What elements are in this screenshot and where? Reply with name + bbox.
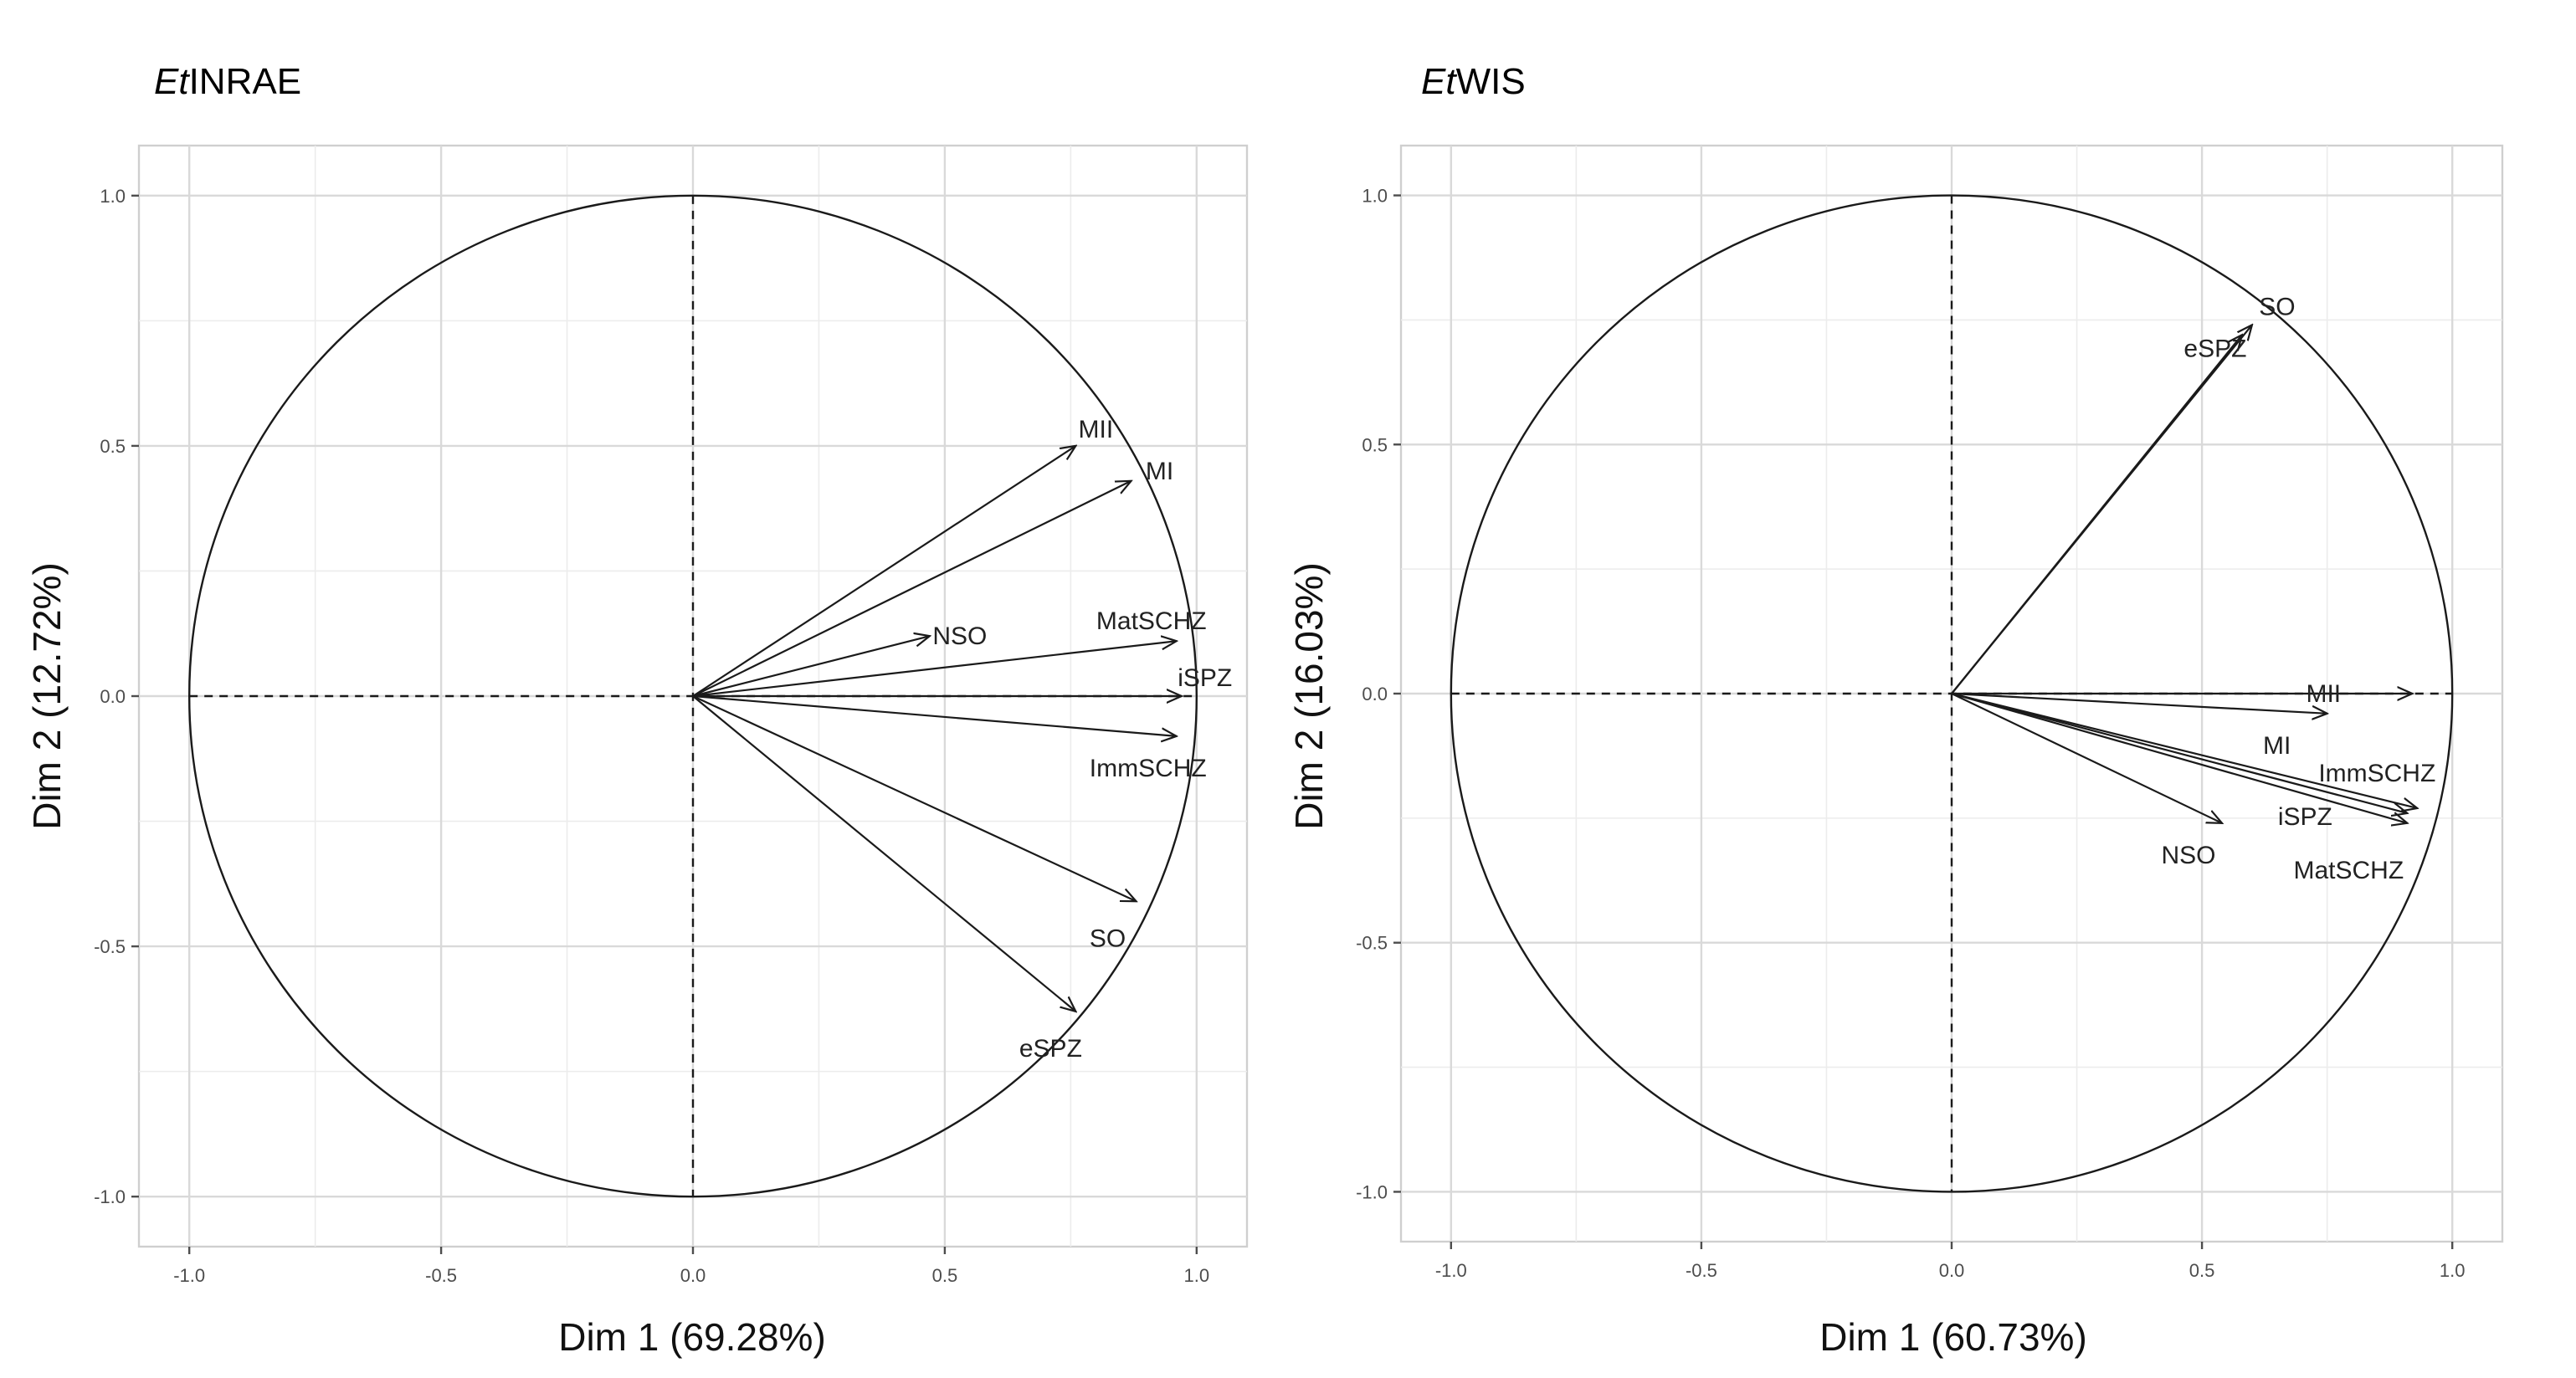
variable-arrow-nso bbox=[1951, 693, 2222, 823]
panel-title: EtINRAE bbox=[154, 61, 301, 102]
y-axis-title: Dim 2 (12.72%) bbox=[25, 562, 69, 830]
x-tick-label: 0.0 bbox=[1939, 1260, 1965, 1281]
variable-label-ispz: iSPZ bbox=[1178, 664, 1232, 692]
x-tick-label: -1.0 bbox=[173, 1265, 205, 1286]
variable-label-ispz: iSPZ bbox=[2278, 803, 2332, 831]
y-tick-label: -0.5 bbox=[1356, 933, 1388, 954]
variable-arrow-immschz bbox=[692, 694, 1177, 736]
variable-label-espz: eSPZ bbox=[1019, 1035, 1082, 1063]
y-tick-label: -1.0 bbox=[1356, 1181, 1388, 1202]
variable-label-mi: MI bbox=[2263, 732, 2291, 760]
variable-label-nso: NSO bbox=[2162, 842, 2216, 869]
variable-arrow-mi bbox=[1951, 692, 2327, 714]
variable-label-mii: MII bbox=[1079, 416, 1114, 443]
x-tick-label: 1.0 bbox=[1184, 1265, 1210, 1286]
x-axis-title: Dim 1 (60.73%) bbox=[1819, 1315, 2087, 1359]
variables-plot-etinrae: -1.0 -0.5 0.0 0.5 1.0 -1.0 -0.5 0.0 0.5 1.0 MII MI N… bbox=[25, 61, 1249, 1359]
y-tick-label: 1.0 bbox=[100, 186, 126, 207]
variable-label-matschz: MatSCHZ bbox=[2294, 857, 2404, 884]
variable-arrow-mi bbox=[692, 481, 1131, 697]
variable-arrow-matschz bbox=[1951, 692, 2407, 823]
variable-label-nso: NSO bbox=[932, 622, 987, 650]
variable-label-immschz: ImmSCHZ bbox=[1090, 755, 1207, 782]
panel-title: EtWIS bbox=[1421, 61, 1526, 102]
x-tick-label: 0.5 bbox=[2189, 1260, 2215, 1281]
x-tick-label: -0.5 bbox=[425, 1265, 457, 1286]
variable-label-so: SO bbox=[1090, 925, 1126, 952]
variable-arrow-espz bbox=[692, 695, 1075, 1012]
variables-plot-etwis: -1.0 -0.5 0.0 0.5 1.0 -1.0 -0.5 0.0 0.5 1.0 SO eSPZ… bbox=[1287, 61, 2504, 1359]
variable-arrow-mii bbox=[692, 446, 1075, 697]
variable-label-mi: MI bbox=[1146, 458, 1173, 485]
y-tick-label: 0.5 bbox=[100, 436, 126, 457]
variable-arrow-matschz bbox=[692, 641, 1177, 698]
y-axis-title: Dim 2 (16.03%) bbox=[1287, 562, 1331, 830]
y-tick-label: 0.0 bbox=[100, 686, 126, 707]
x-axis-title: Dim 1 (69.28%) bbox=[558, 1315, 826, 1359]
y-tick-label: -1.0 bbox=[94, 1186, 126, 1207]
y-tick-label: 0.5 bbox=[1362, 434, 1388, 455]
variable-label-espz: eSPZ bbox=[2183, 335, 2246, 362]
variable-label-matschz: MatSCHZ bbox=[1096, 607, 1207, 635]
x-tick-label: -0.5 bbox=[1686, 1260, 1717, 1281]
y-tick-label: 1.0 bbox=[1362, 186, 1388, 207]
variable-arrow-so bbox=[692, 695, 1137, 901]
x-tick-label: -1.0 bbox=[1435, 1260, 1467, 1281]
variable-arrow-espz bbox=[1951, 335, 2242, 694]
variable-arrow-ispz bbox=[1951, 692, 2407, 813]
x-tick-label: 0.0 bbox=[680, 1265, 706, 1286]
variable-arrow-nso bbox=[692, 636, 930, 698]
y-tick-label: -0.5 bbox=[94, 936, 126, 957]
variable-arrow-immschz bbox=[1951, 692, 2417, 808]
x-tick-label: 0.5 bbox=[932, 1265, 958, 1286]
variable-label-immschz: ImmSCHZ bbox=[2318, 760, 2435, 787]
y-tick-label: 0.0 bbox=[1362, 684, 1388, 704]
variable-label-mii: MII bbox=[2306, 680, 2341, 708]
variable-label-so: SO bbox=[2259, 293, 2295, 320]
x-tick-label: 1.0 bbox=[2440, 1260, 2466, 1281]
